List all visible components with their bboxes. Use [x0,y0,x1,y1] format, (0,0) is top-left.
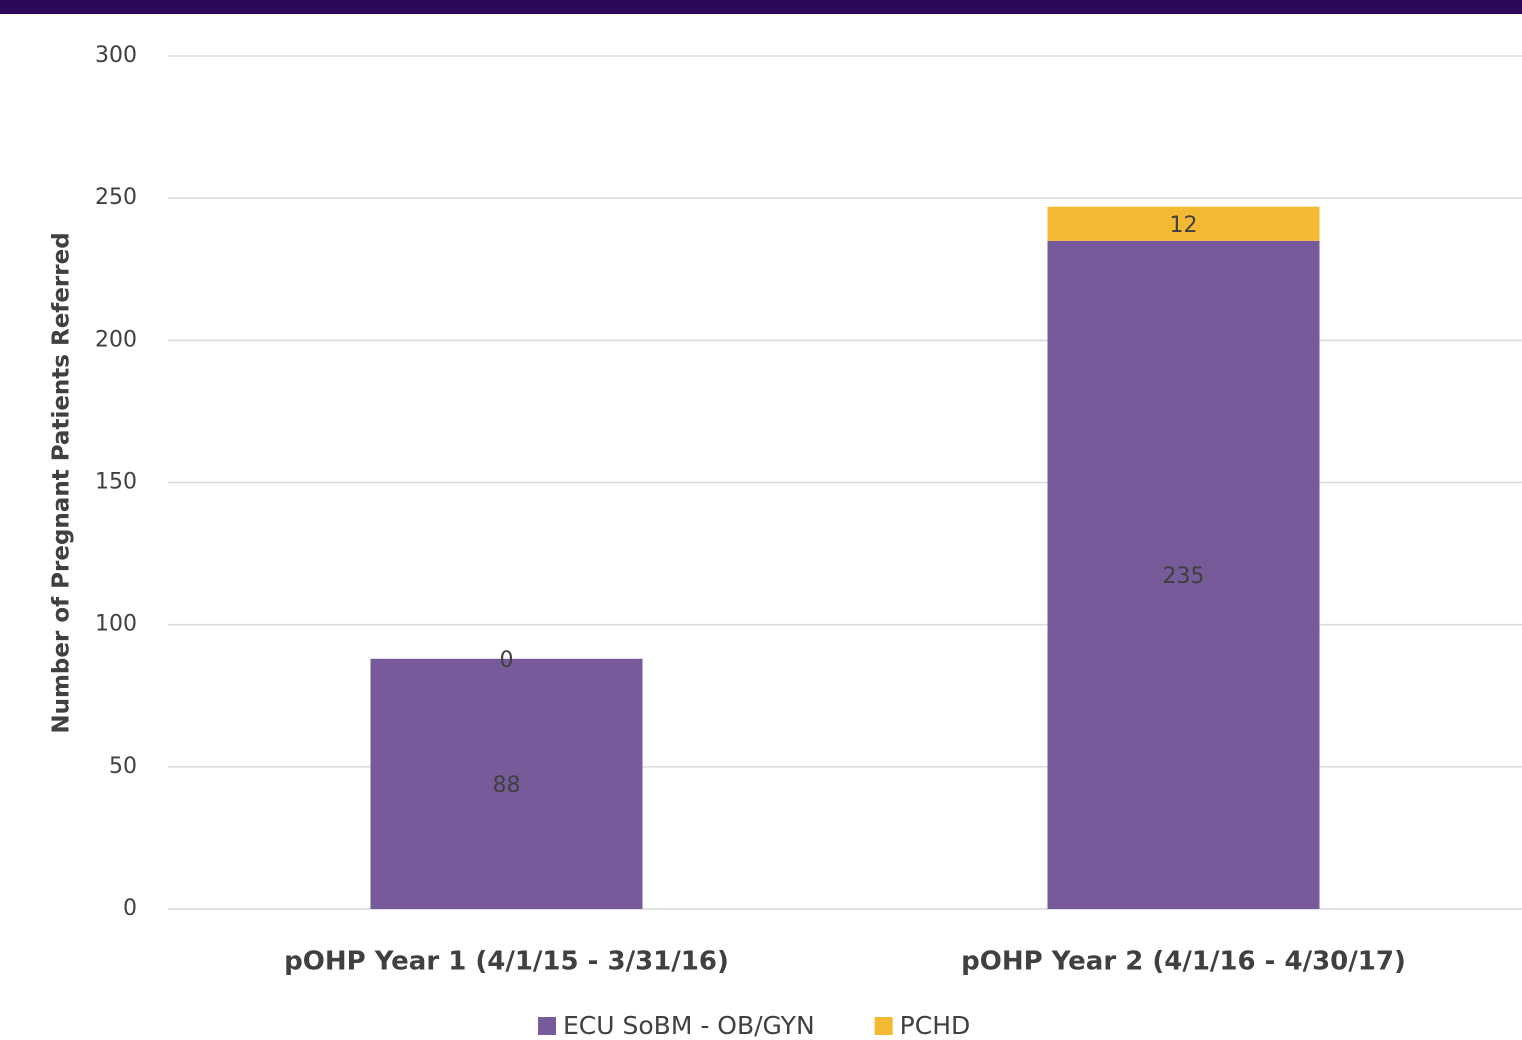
data-label: 0 [500,648,514,673]
data-label: 88 [493,773,521,798]
x-tick-label: pOHP Year 2 (4/1/16 - 4/30/17) [961,947,1406,977]
y-tick-label: 0 [123,896,137,921]
x-tick-label: pOHP Year 1 (4/1/15 - 3/31/16) [284,947,729,977]
legend-swatch [538,1017,556,1035]
data-label: 235 [1163,564,1205,589]
header-band [0,0,1522,14]
y-tick-label: 300 [95,43,137,68]
y-tick-label: 200 [95,327,137,352]
y-tick-label: 150 [95,470,137,495]
legend-label: ECU SoBM - OB/GYN [563,1011,815,1040]
legend-label: PCHD [900,1011,971,1040]
data-label: 12 [1170,213,1198,238]
y-tick-label: 50 [109,754,137,779]
y-axis-label: Number of Pregnant Patients Referred [49,232,75,733]
bar-segment [1047,240,1320,910]
legend-swatch [874,1017,893,1035]
y-tick-label: 250 [95,185,137,210]
y-tick-label: 100 [95,612,137,637]
bar-segment [370,658,643,909]
bar-segment [1047,206,1320,241]
